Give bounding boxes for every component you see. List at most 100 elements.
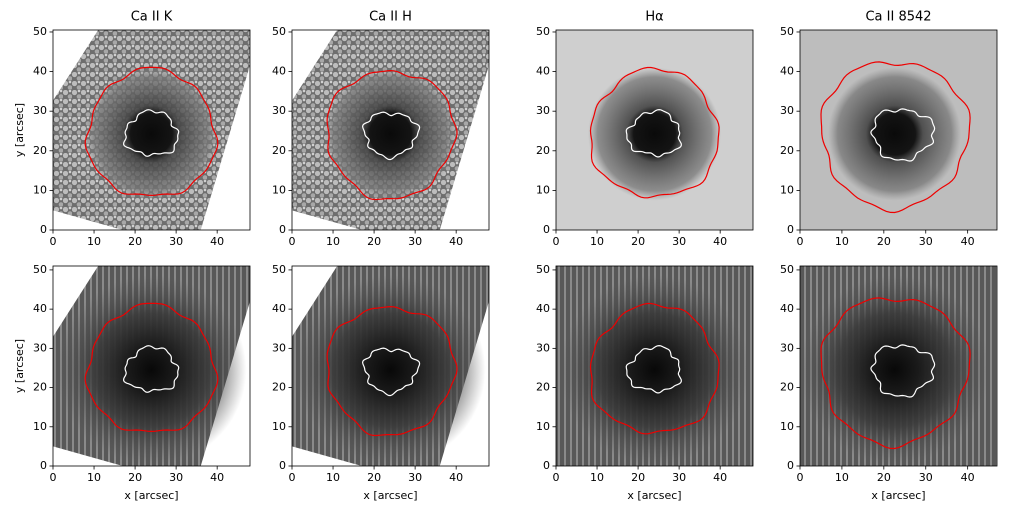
image xyxy=(292,266,489,466)
y-tick-label: 30 xyxy=(272,341,286,354)
umbra-contour xyxy=(870,344,936,398)
x-axis-label: x [arcsec] xyxy=(124,489,178,502)
y-tick-label: 50 xyxy=(33,263,47,276)
x-tick-label: 10 xyxy=(87,471,101,484)
penumbra xyxy=(800,275,990,465)
x-tick-label: 0 xyxy=(797,235,804,248)
image xyxy=(800,266,997,466)
penumbra xyxy=(56,39,247,229)
y-tick-label: 20 xyxy=(780,144,794,157)
panel: 0 10 20 30 40 0 10 20 30 40 50 Ca II 8542 xyxy=(780,10,998,248)
x-tick-label: 0 xyxy=(553,235,560,248)
y-axis-label: y [arcsec] xyxy=(13,339,26,393)
y-tick-label: 0 xyxy=(787,459,794,472)
y-tick-label: 30 xyxy=(33,104,47,117)
panel: 0 10 20 30 40 0 10 20 30 40 50 Ca II K y [arcsec] xyxy=(13,10,251,248)
x-tick-label: 40 xyxy=(713,471,727,484)
x-tick-label: 0 xyxy=(553,471,560,484)
y-tick-label: 50 xyxy=(33,25,47,38)
y-tick-label: 20 xyxy=(272,381,286,394)
y-tick-label: 20 xyxy=(272,144,286,157)
x-tick-label: 0 xyxy=(289,235,296,248)
y-tick-label: 20 xyxy=(536,381,550,394)
y-tick-label: 30 xyxy=(33,341,47,354)
y-tick-label: 40 xyxy=(536,65,550,78)
image xyxy=(292,30,489,230)
x-tick-label: 40 xyxy=(449,471,463,484)
panel-title: Ca II K xyxy=(131,10,173,25)
y-tick-label: 30 xyxy=(536,104,550,117)
y-tick-label: 10 xyxy=(536,420,550,433)
umbra-contour xyxy=(122,109,180,157)
penumbra xyxy=(56,275,247,465)
y-tick-label: 0 xyxy=(543,223,550,236)
x-tick-label: 10 xyxy=(835,471,849,484)
y-tick-label: 20 xyxy=(780,381,794,394)
y-tick-label: 10 xyxy=(272,420,286,433)
y-axis-label: y [arcsec] xyxy=(13,103,26,157)
y-tick-label: 50 xyxy=(272,263,286,276)
axes-frame xyxy=(52,265,251,467)
umbra-contour xyxy=(870,108,936,162)
x-tick-label: 40 xyxy=(210,235,224,248)
axes-frame xyxy=(291,29,490,231)
x-tick-label: 10 xyxy=(87,235,101,248)
x-axis-label: x [arcsec] xyxy=(363,489,417,502)
y-tick-label: 0 xyxy=(40,223,47,236)
axes-frame xyxy=(799,29,998,231)
y-tick-label: 50 xyxy=(272,25,286,38)
y-tick-label: 20 xyxy=(33,144,47,157)
x-tick-label: 0 xyxy=(50,235,57,248)
y-tick-label: 10 xyxy=(33,420,47,433)
y-tick-label: 0 xyxy=(279,459,286,472)
y-tick-label: 10 xyxy=(33,183,47,196)
image xyxy=(556,266,753,466)
x-tick-label: 20 xyxy=(128,235,142,248)
y-tick-label: 20 xyxy=(536,144,550,157)
x-tick-label: 10 xyxy=(326,235,340,248)
x-tick-label: 30 xyxy=(919,471,933,484)
x-tick-label: 20 xyxy=(631,235,645,248)
x-tick-label: 20 xyxy=(367,235,381,248)
y-tick-label: 40 xyxy=(33,65,47,78)
image xyxy=(556,30,753,230)
y-tick-label: 10 xyxy=(780,420,794,433)
umbra-contour xyxy=(625,344,682,394)
x-tick-label: 30 xyxy=(672,471,686,484)
penumbra-contour xyxy=(326,305,458,437)
y-tick-label: 30 xyxy=(780,104,794,117)
penumbra xyxy=(295,39,486,229)
penumbra-contour xyxy=(84,302,219,433)
axes-frame xyxy=(291,265,490,467)
y-tick-label: 10 xyxy=(536,183,550,196)
penumbra-contour xyxy=(820,297,971,450)
y-tick-label: 40 xyxy=(780,302,794,315)
umbra-contour xyxy=(361,347,421,397)
y-tick-label: 10 xyxy=(272,183,286,196)
y-tick-label: 40 xyxy=(272,302,286,315)
y-tick-label: 0 xyxy=(40,459,47,472)
axes-frame xyxy=(52,29,251,231)
x-tick-label: 40 xyxy=(449,235,463,248)
panel: 0 10 20 30 40 0 10 20 30 40 50 Ca II H xyxy=(272,10,490,248)
x-tick-label: 0 xyxy=(50,471,57,484)
y-tick-label: 0 xyxy=(279,223,286,236)
penumbra xyxy=(800,39,990,229)
x-tick-label: 0 xyxy=(289,471,296,484)
panel-title: Ca II H xyxy=(369,10,412,25)
penumbra-contour xyxy=(84,66,219,197)
x-tick-label: 20 xyxy=(631,471,645,484)
x-tick-label: 40 xyxy=(961,235,975,248)
panel: 0 10 20 30 40 0 10 20 30 40 50 x [arcsec] xyxy=(272,263,490,502)
x-tick-label: 30 xyxy=(408,235,422,248)
y-tick-label: 50 xyxy=(780,263,794,276)
x-tick-label: 20 xyxy=(128,471,142,484)
x-tick-label: 10 xyxy=(590,471,604,484)
penumbra xyxy=(559,39,750,229)
y-tick-label: 0 xyxy=(543,459,550,472)
y-tick-label: 50 xyxy=(536,25,550,38)
panel: 0 10 20 30 40 0 10 20 30 40 50 x [arcsec] xyxy=(536,263,754,502)
x-tick-label: 40 xyxy=(210,471,224,484)
x-tick-label: 30 xyxy=(408,471,422,484)
